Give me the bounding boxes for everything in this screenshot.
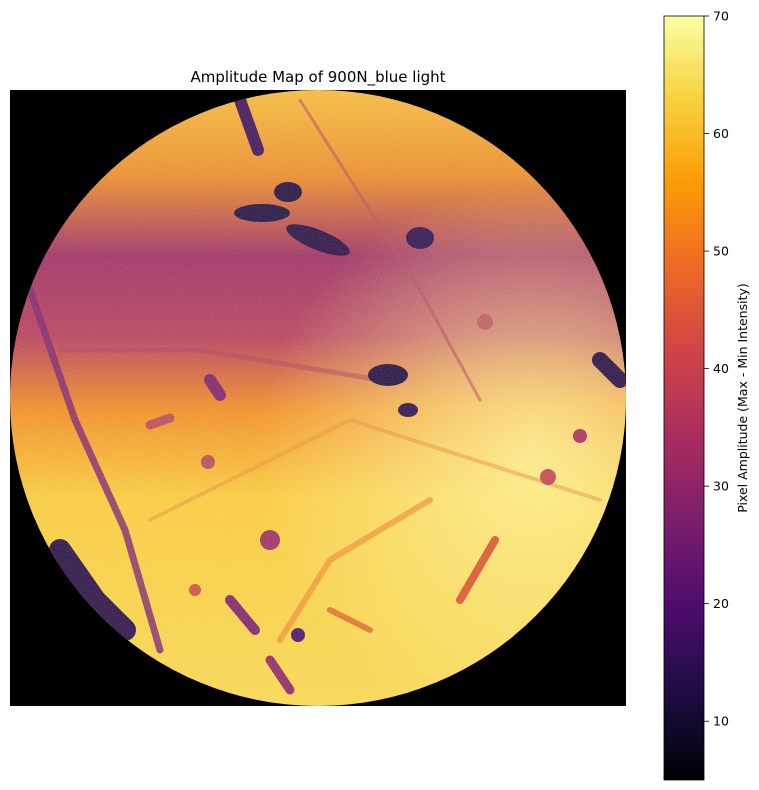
colorbar-ticks: 10 20 30 40 50 60 70 (704, 9, 729, 729)
colorbar-tick-label: 40 (713, 361, 729, 376)
colorbar-tick-label: 30 (713, 479, 729, 494)
colorbar-tick-label: 50 (713, 244, 729, 259)
sensor-noise (10, 90, 626, 706)
chart-title: Amplitude Map of 900N_blue light (190, 68, 445, 87)
colorbar-gradient (664, 16, 704, 780)
colorbar: 10 20 30 40 50 60 70 Pixel Amplitude (Max - Mi… (663, 9, 750, 781)
colorbar-label: Pixel Amplitude (Max - Min Intensity) (735, 283, 750, 513)
heatmap-image (10, 90, 626, 706)
colorbar-frame (663, 15, 705, 781)
colorbar-tick-label: 60 (713, 126, 729, 141)
colorbar-tick-label: 70 (713, 9, 729, 24)
colorbar-tick-label: 20 (713, 596, 729, 611)
colorbar-tick-label: 10 (713, 714, 729, 729)
